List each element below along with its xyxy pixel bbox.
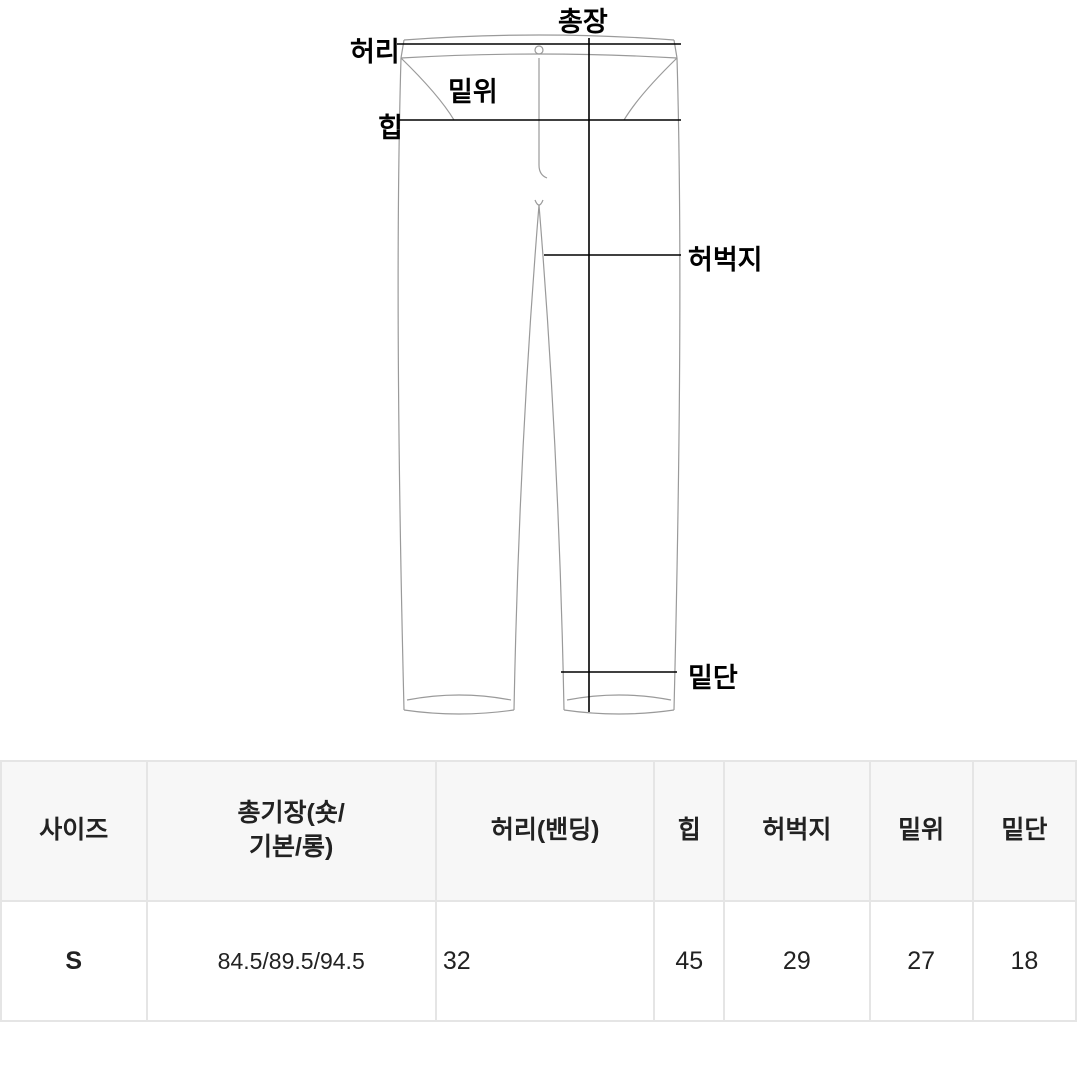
th-hem: 밑단 [973,761,1076,901]
cell-size: S [1,901,147,1021]
th-hip: 힙 [654,761,724,901]
size-table-header-row: 사이즈 총기장(숏/ 기본/롱) 허리(밴딩) 힙 허벅지 밑위 밑단 [1,761,1076,901]
th-size: 사이즈 [1,761,147,901]
pants-diagram-area: 총장 허리 밑위 힙 허벅지 밑단 [0,0,1077,760]
size-table: 사이즈 총기장(숏/ 기본/롱) 허리(밴딩) 힙 허벅지 밑위 밑단 S 84… [0,760,1077,1022]
th-thigh: 허벅지 [724,761,870,901]
cell-hip: 45 [654,901,724,1021]
cell-waist-empty: 32 [436,901,655,1021]
th-total: 총기장(숏/ 기본/롱) [147,761,436,901]
size-table-row: S 84.5/89.5/94.5 32 45 29 27 18 [1,901,1076,1021]
th-rise: 밑위 [870,761,973,901]
th-total-text: 총기장(숏/ 기본/롱) [238,797,345,865]
cell-hem: 18 [973,901,1076,1021]
cell-rise: 27 [870,901,973,1021]
label-hem: 밑단 [688,656,738,695]
label-total-length: 총장 [558,0,608,39]
label-rise: 밑위 [448,70,498,109]
cell-total: 84.5/89.5/94.5 [147,901,436,1021]
label-waist: 허리 [350,30,400,69]
label-thigh: 허벅지 [688,238,763,277]
cell-thigh: 29 [724,901,870,1021]
th-waist: 허리(밴딩) [436,761,655,901]
label-hip: 힙 [378,106,403,145]
